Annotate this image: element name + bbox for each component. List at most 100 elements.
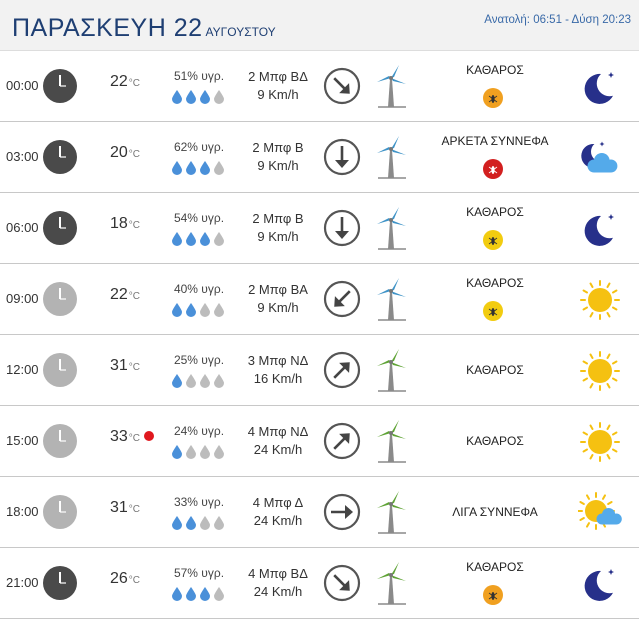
temperature-unit: °C (128, 291, 141, 302)
drop-icon (172, 303, 182, 317)
arrow-right-icon (323, 493, 361, 531)
temperature: 18°C (110, 215, 141, 232)
drop-icon (200, 587, 210, 601)
humidity-drops (172, 587, 224, 601)
clock-icon (43, 495, 77, 529)
mosquito-badge-icon (483, 230, 503, 250)
wind-speed: 9 Km/h (257, 229, 299, 244)
drop-icon (214, 90, 224, 104)
wind-turbine-icon (377, 420, 406, 463)
wind-turbine (372, 418, 410, 464)
drop-icon (172, 90, 182, 104)
temperature-unit: °C (128, 78, 141, 89)
clock-icon (43, 69, 77, 103)
mosquito-badge-icon (483, 301, 503, 321)
temperature: 20°C (110, 144, 141, 161)
humidity-label: 62% υγρ. (173, 140, 225, 154)
wind-direction (323, 67, 361, 105)
clock-icon-wrap (43, 211, 77, 245)
humidity-drops-wrap (170, 585, 230, 601)
humidity-label: 54% υγρ. (173, 211, 225, 225)
drop-icon (214, 303, 224, 317)
humidity-drops (172, 374, 224, 388)
wind-turbine-icon (377, 349, 406, 392)
temperature-unit: °C (128, 362, 141, 373)
temperature: 31°C (110, 499, 141, 516)
drop-icon (200, 161, 210, 175)
mosquito-badge (483, 159, 503, 179)
wind-turbine (372, 205, 410, 251)
forecast-row: 09:00 22°C 40% υγρ. 2 Μπφ ΒΑ 9 Km/h ΚΑΘΑΡ… (0, 264, 639, 335)
clock-icon-wrap (43, 353, 77, 387)
hour-label: 06:00 (6, 220, 39, 235)
sun-icon (580, 422, 620, 462)
forecast-row: 21:00 26°C 57% υγρ. 4 Μπφ ΒΔ 24 Km/h ΚΑΘΑ… (0, 548, 639, 619)
condition-label: ΑΡΚΕΤΑ ΣΥΝΝΕΦΑ (441, 134, 549, 148)
drop-icon (186, 374, 196, 388)
wind-turbine-icon (377, 136, 406, 179)
moon-icon (584, 214, 614, 246)
weather-icon-wrap (577, 491, 622, 535)
sun-cloud-icon (577, 492, 622, 530)
wind-direction (323, 493, 361, 531)
wind-turbine (372, 560, 410, 606)
drop-icon (214, 161, 224, 175)
drop-icon (172, 161, 182, 175)
drop-icon (214, 587, 224, 601)
weather-icon-wrap (578, 278, 622, 322)
arrow-down-right-icon (323, 564, 361, 602)
month-label: ΑΥΓΟΥΣΤΟΥ (205, 25, 276, 39)
humidity-drops (172, 516, 224, 530)
humidity-drops-wrap (170, 514, 230, 530)
temperature-unit: °C (128, 149, 141, 160)
temperature: 31°C (110, 357, 141, 374)
drop-icon (172, 587, 182, 601)
wind-turbine (372, 347, 410, 393)
drop-icon (186, 161, 196, 175)
mosquito-badge (483, 301, 503, 321)
mosquito-badge (483, 88, 503, 108)
hour-label: 09:00 (6, 291, 39, 306)
humidity-label: 40% υγρ. (173, 282, 225, 296)
wind-info: 4 Μπφ ΒΔ 24 Km/h (232, 565, 324, 601)
hour-label: 15:00 (6, 433, 39, 448)
arrow-down-icon (323, 209, 361, 247)
arrow-down-left-icon (323, 280, 361, 318)
condition-label: ΚΑΘΑΡΟΣ (466, 276, 524, 290)
drop-icon (186, 445, 196, 459)
temperature-unit: °C (128, 504, 141, 515)
drop-icon (186, 587, 196, 601)
drop-icon (172, 445, 182, 459)
drop-icon (214, 374, 224, 388)
humidity-drops (172, 232, 224, 246)
humidity-drops-wrap (170, 230, 230, 246)
condition-label: ΚΑΘΑΡΟΣ (466, 205, 524, 219)
drop-icon (186, 516, 196, 530)
temperature-unit: °C (128, 220, 141, 231)
wind-direction (323, 351, 361, 389)
weather-icon-wrap (578, 65, 622, 109)
humidity-drops (172, 445, 224, 459)
temperature-unit: °C (128, 575, 141, 586)
weather-icon-wrap (578, 349, 622, 393)
weather-icon-wrap (578, 420, 622, 464)
humidity-drops-wrap (170, 372, 230, 388)
wind-beaufort: 2 Μπφ Β (252, 140, 304, 155)
clock-icon-wrap (43, 69, 77, 103)
humidity-drops (172, 303, 224, 317)
hour-label: 03:00 (6, 149, 39, 164)
drop-icon (186, 232, 196, 246)
clock-icon (43, 140, 77, 174)
wind-beaufort: 2 Μπφ ΒΔ (248, 69, 308, 84)
wind-turbine-icon (377, 65, 406, 108)
wind-turbine (372, 63, 410, 109)
arrow-down-icon (323, 138, 361, 176)
clock-icon-wrap (43, 282, 77, 316)
temperature: 22°C (110, 73, 141, 90)
drop-icon (172, 374, 182, 388)
clock-icon-wrap (43, 495, 77, 529)
wind-speed: 9 Km/h (257, 158, 299, 173)
wind-info: 4 Μπφ ΝΔ 24 Km/h (232, 423, 324, 459)
weather-icon-wrap (578, 136, 622, 180)
wind-info: 3 Μπφ ΝΔ 16 Km/h (232, 352, 324, 388)
